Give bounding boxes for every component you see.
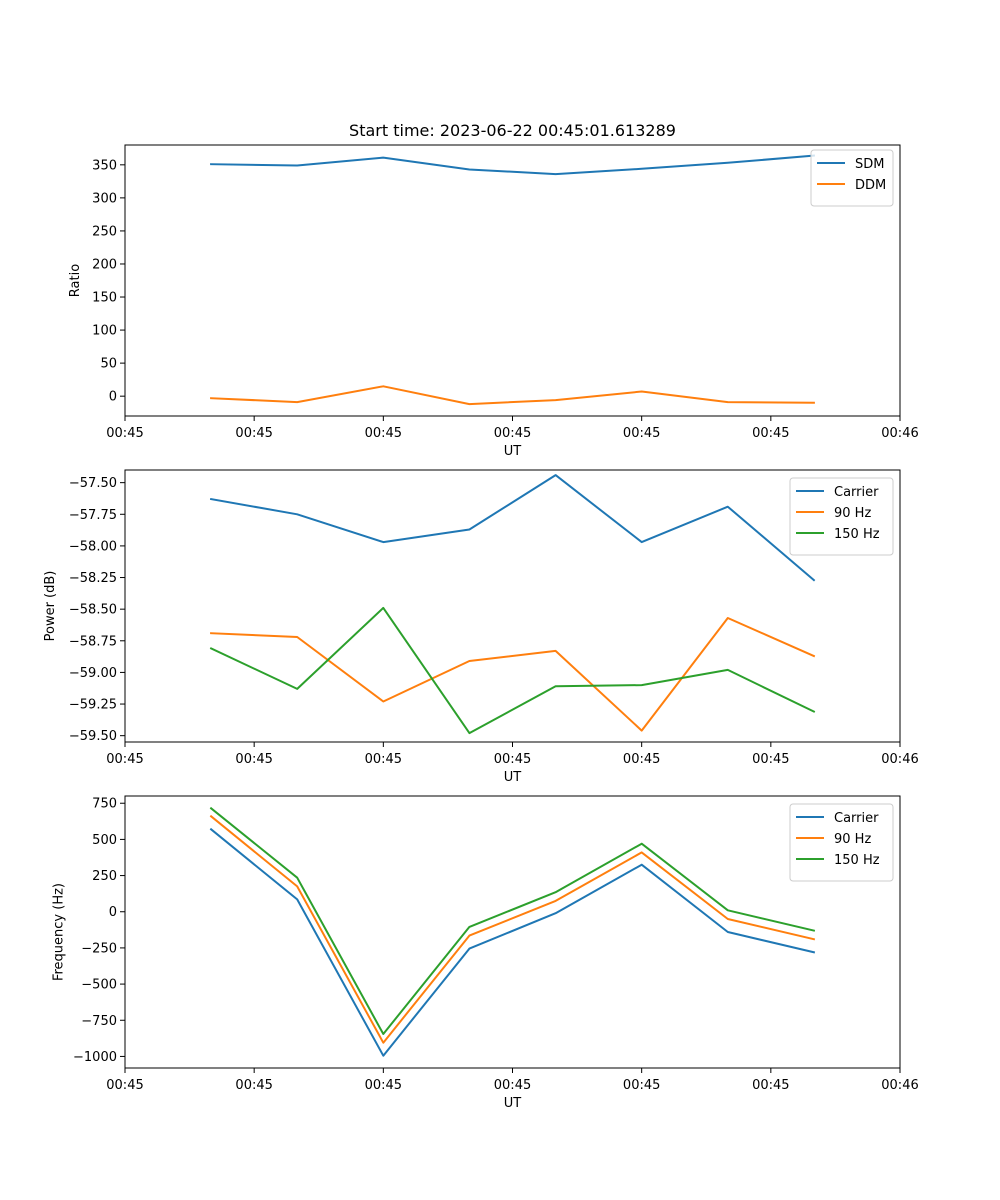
- x-tick-label: 00:45: [494, 426, 531, 441]
- y-tick-label: 250: [92, 224, 117, 239]
- x-tick-label: 00:45: [106, 1078, 143, 1093]
- series-line-carrier: [209, 827, 816, 1057]
- series-line-90-hz: [209, 814, 816, 1044]
- y-tick-label: 50: [100, 357, 117, 372]
- y-axis-label: Frequency (Hz): [52, 883, 67, 981]
- y-tick-label: 750: [92, 797, 117, 812]
- y-tick-label: 0: [109, 905, 117, 920]
- legend-label: Carrier: [834, 485, 879, 500]
- y-tick-label: 350: [92, 158, 117, 173]
- y-axis-label: Ratio: [68, 264, 83, 297]
- axes-frame: [124, 144, 901, 417]
- y-tick-label: −59.50: [69, 729, 117, 744]
- y-tick-label: −250: [81, 941, 117, 956]
- y-tick-label: −58.00: [69, 539, 117, 554]
- x-axis-label: UT: [504, 1096, 522, 1111]
- y-tick-label: 250: [92, 869, 117, 884]
- series-line-carrier: [209, 474, 816, 582]
- legend-label: DDM: [855, 178, 886, 193]
- y-tick-label: −57.50: [69, 476, 117, 491]
- y-tick-label: −59.25: [69, 698, 117, 713]
- legend-box: [789, 477, 894, 556]
- x-tick-label: 00:45: [365, 752, 402, 767]
- x-tick-label: 00:45: [235, 426, 272, 441]
- legend-label: Carrier: [834, 811, 879, 826]
- x-tick-label: 00:45: [623, 426, 660, 441]
- y-tick-label: −58.50: [69, 603, 117, 618]
- y-tick-label: 200: [92, 257, 117, 272]
- series-line-150-hz: [209, 606, 816, 735]
- x-axis-label: UT: [504, 444, 522, 459]
- y-tick-label: −750: [81, 1014, 117, 1029]
- x-tick-label: 00:45: [623, 752, 660, 767]
- legend-label: 150 Hz: [834, 853, 880, 868]
- x-tick-label: 00:45: [752, 752, 789, 767]
- x-tick-label: 00:45: [623, 1078, 660, 1093]
- series-line-90-hz: [210, 617, 816, 732]
- y-tick-label: −59.00: [69, 666, 117, 681]
- y-tick-label: −58.25: [69, 571, 117, 586]
- chart-title: Start time: 2023-06-22 00:45:01.613289: [349, 121, 676, 140]
- legend-label: 150 Hz: [834, 527, 880, 542]
- x-tick-label: 00:45: [752, 426, 789, 441]
- legend-label: SDM: [855, 157, 884, 172]
- y-tick-label: −1000: [73, 1050, 117, 1065]
- y-axis-label: Power (dB): [43, 571, 58, 642]
- x-tick-label: 00:45: [494, 1078, 531, 1093]
- y-tick-label: −58.75: [69, 634, 117, 649]
- y-tick-label: 0: [109, 390, 117, 405]
- y-tick-label: −500: [81, 978, 117, 993]
- x-tick-label: 00:45: [106, 752, 143, 767]
- x-tick-label: 00:45: [106, 426, 143, 441]
- x-tick-label: 00:46: [881, 752, 918, 767]
- x-tick-label: 00:46: [881, 1078, 918, 1093]
- y-tick-label: 500: [92, 833, 117, 848]
- series-line-ddm: [210, 385, 815, 406]
- legend-label: 90 Hz: [834, 506, 871, 521]
- x-tick-label: 00:45: [365, 426, 402, 441]
- x-tick-label: 00:45: [494, 752, 531, 767]
- x-tick-label: 00:45: [752, 1078, 789, 1093]
- series-line-150-hz: [209, 806, 816, 1035]
- y-tick-label: −57.75: [69, 508, 117, 523]
- series-line-sdm: [210, 154, 815, 176]
- x-tick-label: 00:46: [881, 426, 918, 441]
- x-axis-label: UT: [504, 770, 522, 785]
- x-tick-label: 00:45: [235, 752, 272, 767]
- x-tick-label: 00:45: [365, 1078, 402, 1093]
- legend-box: [789, 803, 894, 882]
- y-tick-label: 300: [92, 191, 117, 206]
- legend-label: 90 Hz: [834, 832, 871, 847]
- x-tick-label: 00:45: [235, 1078, 272, 1093]
- axes-frame: [124, 469, 901, 743]
- y-tick-label: 150: [92, 291, 117, 306]
- y-tick-label: 100: [92, 324, 117, 339]
